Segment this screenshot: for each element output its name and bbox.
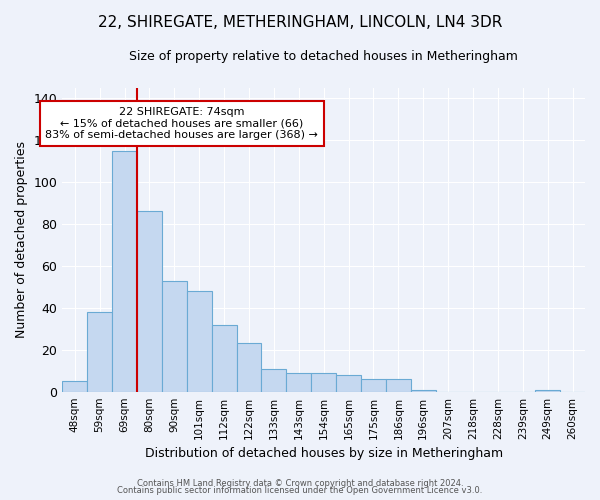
Bar: [62, 381, 87, 392]
Bar: [361, 379, 386, 392]
Bar: [386, 379, 411, 392]
Bar: [336, 375, 361, 392]
Y-axis label: Number of detached properties: Number of detached properties: [15, 141, 28, 338]
Bar: [162, 280, 187, 392]
Text: 22, SHIREGATE, METHERINGHAM, LINCOLN, LN4 3DR: 22, SHIREGATE, METHERINGHAM, LINCOLN, LN…: [98, 15, 502, 30]
Bar: [236, 344, 262, 392]
Bar: [87, 312, 112, 392]
Bar: [112, 150, 137, 392]
Text: Contains HM Land Registry data © Crown copyright and database right 2024.: Contains HM Land Registry data © Crown c…: [137, 478, 463, 488]
Text: 22 SHIREGATE: 74sqm
← 15% of detached houses are smaller (66)
83% of semi-detach: 22 SHIREGATE: 74sqm ← 15% of detached ho…: [46, 107, 318, 140]
Bar: [212, 324, 236, 392]
Bar: [286, 373, 311, 392]
Bar: [535, 390, 560, 392]
Bar: [187, 291, 212, 392]
Bar: [262, 368, 286, 392]
Bar: [411, 390, 436, 392]
Text: Contains public sector information licensed under the Open Government Licence v3: Contains public sector information licen…: [118, 486, 482, 495]
Title: Size of property relative to detached houses in Metheringham: Size of property relative to detached ho…: [129, 50, 518, 63]
X-axis label: Distribution of detached houses by size in Metheringham: Distribution of detached houses by size …: [145, 447, 503, 460]
Bar: [311, 373, 336, 392]
Bar: [137, 212, 162, 392]
